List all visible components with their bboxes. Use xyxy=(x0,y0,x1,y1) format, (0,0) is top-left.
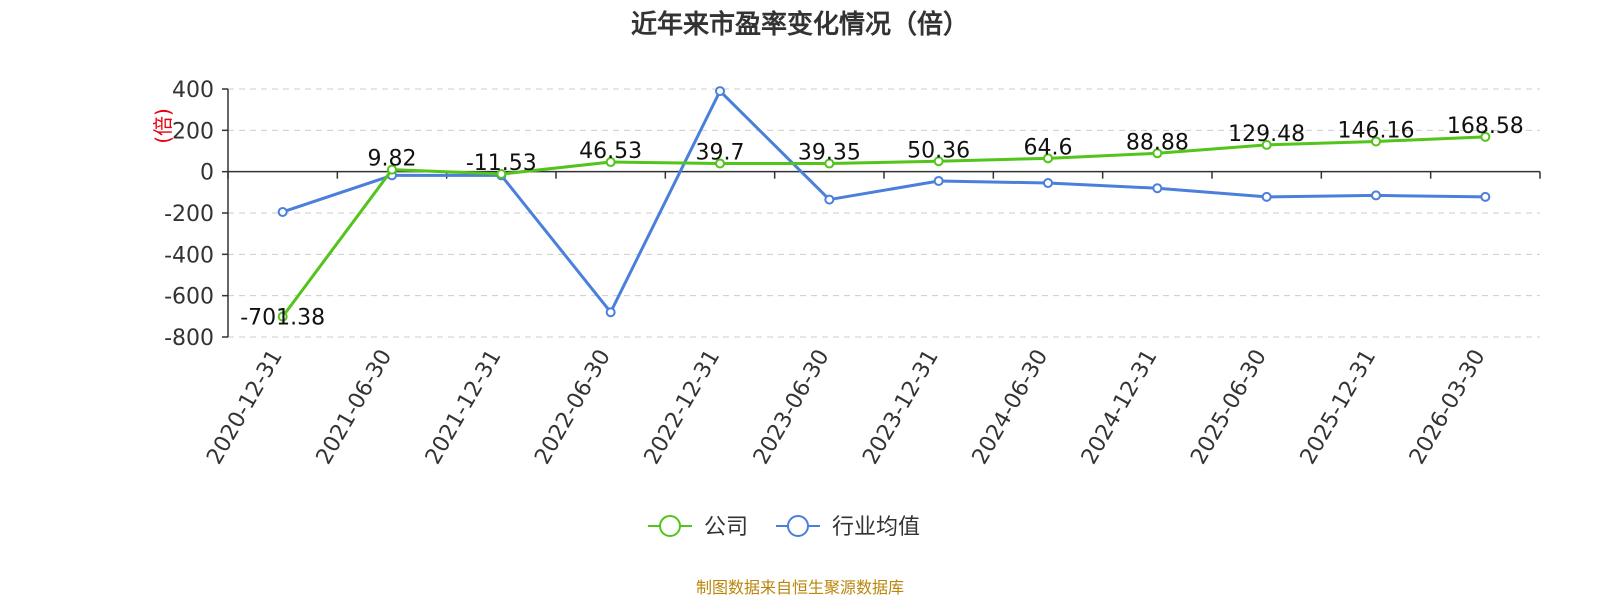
data-point xyxy=(824,158,835,169)
data-label: -11.53 xyxy=(466,151,537,176)
data-label: 39.35 xyxy=(798,141,861,166)
data-label: 88.88 xyxy=(1126,130,1189,155)
data-point xyxy=(605,157,616,168)
data-point xyxy=(1152,183,1163,194)
x-tick-label: 2024-12-31 xyxy=(1077,346,1163,469)
data-point xyxy=(387,164,397,175)
data-point xyxy=(1043,153,1053,164)
data-label: 146.16 xyxy=(1338,118,1415,143)
data-label: 39.7 xyxy=(696,140,745,165)
y-tick-label: 200 xyxy=(172,119,214,144)
legend[interactable]: 公司 行业均值 xyxy=(648,515,920,540)
series-line-company xyxy=(281,135,1486,318)
x-tick-label: 2020-12-31 xyxy=(202,346,288,469)
y-tick-label: -600 xyxy=(164,285,214,310)
grid-lines xyxy=(228,88,1540,338)
y-tick-label: 0 xyxy=(200,161,214,186)
legend-label: 公司 xyxy=(704,515,748,540)
data-source-note: 制图数据来自恒生聚源数据库 xyxy=(696,578,904,597)
y-tick-label: -800 xyxy=(164,326,214,351)
x-tick-label: 2022-12-31 xyxy=(640,346,726,469)
data-label: 64.6 xyxy=(1024,135,1073,160)
data-point xyxy=(1371,136,1381,147)
x-axis: 2020-12-31 2021-06-30 2021-12-31 2022-06-30… xyxy=(202,170,1541,469)
data-label: 50.36 xyxy=(907,138,970,163)
data-label: 9.82 xyxy=(368,147,417,172)
y-tick-label: -400 xyxy=(164,243,214,268)
data-point xyxy=(496,169,507,180)
data-point xyxy=(1371,190,1381,201)
data-point xyxy=(1261,139,1272,150)
data-label: 168.58 xyxy=(1447,114,1524,139)
series-lines xyxy=(277,86,1491,322)
data-point xyxy=(715,86,725,97)
data-point xyxy=(1043,178,1053,189)
data-label: 129.48 xyxy=(1228,122,1305,147)
data-label: 46.53 xyxy=(579,139,642,164)
x-tick-label: 2023-06-30 xyxy=(749,346,835,469)
x-tick-label: 2026-03-30 xyxy=(1405,346,1491,469)
chart-title: 近年来市盈率变化情况（倍） xyxy=(631,9,969,40)
data-point xyxy=(933,175,944,186)
x-tick-label: 2021-06-30 xyxy=(312,346,398,469)
data-point xyxy=(715,158,725,169)
data-point xyxy=(1480,191,1491,202)
data-point xyxy=(605,307,616,318)
data-point xyxy=(277,311,288,322)
legend-label: 行业均值 xyxy=(832,515,920,540)
y-axis: 400 200 0 -200 -400 -600 -800 xyxy=(164,78,229,351)
legend-marker xyxy=(787,515,809,537)
data-point xyxy=(277,206,288,217)
legend-item-company[interactable]: 公司 xyxy=(648,515,748,540)
series-line-industry-average xyxy=(282,89,1486,314)
x-tick-label: 2021-12-31 xyxy=(421,346,507,469)
data-point xyxy=(824,194,835,205)
x-tick-label: 2023-12-31 xyxy=(858,346,944,469)
data-point xyxy=(1152,148,1163,159)
data-point xyxy=(933,156,944,167)
data-labels: -701.38 9.82 -11.53 46.53 39.7 39.35 50.36 64.6… xyxy=(240,114,1524,331)
x-tick-label: 2024-06-30 xyxy=(968,346,1054,469)
data-label: -701.38 xyxy=(240,306,325,331)
legend-item-industry-average[interactable]: 行业均值 xyxy=(776,515,920,540)
legend-marker xyxy=(659,515,681,537)
x-tick-label: 2022-06-30 xyxy=(530,346,616,469)
x-tick-label: 2025-12-31 xyxy=(1296,346,1382,469)
y-axis-label: (倍) xyxy=(151,108,175,144)
y-tick-label: -200 xyxy=(164,202,214,227)
y-tick-label: 400 xyxy=(172,78,214,103)
data-point xyxy=(1480,131,1491,142)
data-point xyxy=(1261,191,1272,202)
x-tick-label: 2025-06-30 xyxy=(1186,346,1272,469)
